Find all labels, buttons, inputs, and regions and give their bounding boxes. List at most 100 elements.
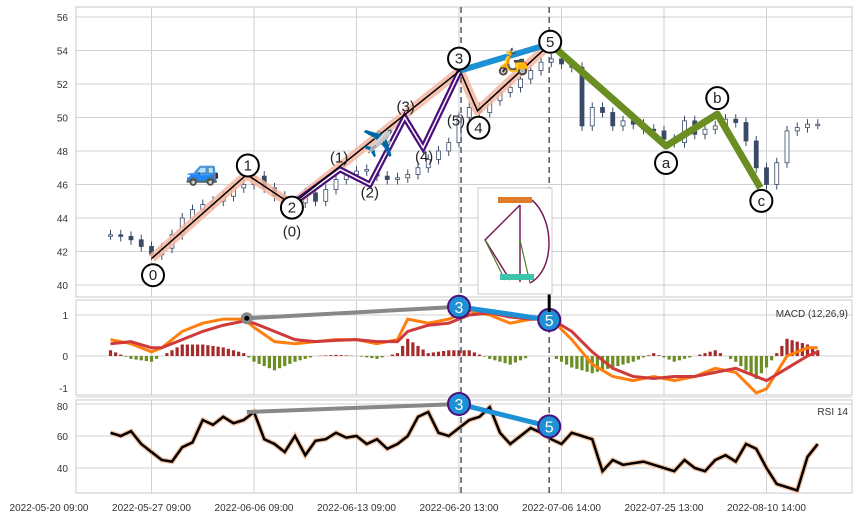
macd-histogram-bar [242, 353, 246, 356]
macd-histogram-bar [754, 356, 758, 379]
macd-histogram-bar [303, 356, 307, 359]
macd-histogram-bar [170, 350, 174, 356]
macd-histogram-bar [472, 352, 476, 356]
macd-histogram-bar [416, 345, 420, 356]
rsi-divergence-gray-line [246, 402, 460, 414]
rsi-label: RSI 14 [817, 407, 848, 418]
macd-histogram-bar [483, 356, 487, 357]
impulse-wave-line [151, 43, 551, 259]
main-ytick-label: 54 [57, 47, 69, 58]
macd-histogram-bar [124, 356, 128, 357]
macd-histogram-bar [559, 356, 564, 362]
macd-histogram-bar [647, 355, 651, 356]
candle-body [436, 150, 441, 160]
macd-histogram-bar [436, 351, 441, 356]
macd-histogram-bar [226, 348, 230, 356]
macd-histogram-bar [442, 350, 446, 356]
macd-histogram-bar [426, 353, 430, 356]
macd-histogram-bar [211, 345, 215, 356]
candle-body [395, 177, 400, 180]
macd-histogram-bar [575, 356, 579, 369]
x-tick-label: 2022-05-20 09:00 [10, 503, 89, 514]
macd-histogram-bar [785, 338, 789, 356]
macd-histogram-bar [524, 356, 528, 359]
macd-histogram-bar [805, 344, 810, 356]
macd-histogram-bar [411, 342, 415, 356]
macd-histogram-bar [267, 356, 271, 369]
wave-label: 0 [149, 267, 157, 284]
macd-divergence-circle [447, 294, 471, 319]
macd-histogram-bar [201, 344, 205, 356]
candle-body [600, 107, 605, 113]
sub-wave-label: (4) [415, 149, 433, 166]
rsi-divergence-label: 5 [545, 419, 554, 436]
macd-histogram-bar [457, 350, 461, 356]
macd-histogram-bar [344, 355, 348, 356]
macd-histogram-bar [114, 352, 118, 356]
macd-histogram-bar [641, 356, 646, 358]
rollercoaster-inset-icon [477, 187, 553, 295]
candle-body [702, 128, 708, 135]
wave-label: 1 [244, 157, 252, 174]
macd-ytick-label: 0 [62, 352, 68, 363]
macd-histogram-bar [621, 356, 625, 365]
macd-histogram-bar [749, 356, 753, 375]
macd-histogram-bar [739, 356, 743, 367]
macd-histogram-bar [631, 356, 635, 362]
macd-histogram-bar [370, 356, 374, 359]
macd-histogram-bar [498, 356, 502, 362]
scooter-icon: 🛵 [497, 46, 529, 77]
macd-divergence-gray-line [246, 304, 460, 321]
macd-histogram-bar [518, 356, 523, 361]
wave-label: 3 [455, 51, 463, 68]
wave-label: 5 [546, 34, 554, 51]
candle-body [446, 142, 452, 152]
macd-histogram-bar [636, 356, 640, 360]
correction-label-circle [749, 188, 774, 213]
rsi-ytick-label: 80 [57, 402, 69, 413]
candle-body [323, 189, 329, 202]
macd-histogram-bar [764, 356, 769, 368]
macd-histogram-bar [175, 347, 179, 356]
macd-histogram-bar [395, 353, 400, 356]
candle-body [733, 118, 739, 123]
macd-histogram-bar [247, 356, 251, 358]
x-tick-label: 2022-08-10 14:00 [727, 503, 806, 514]
candle-body [753, 140, 759, 169]
macd-histogram-bar [662, 356, 666, 358]
macd-histogram-bar [119, 354, 123, 356]
macd-histogram-bar [308, 356, 312, 358]
macd-histogram-bar [462, 350, 466, 356]
candle-body [364, 169, 370, 172]
x-tick-label: 2022-06-13 09:00 [317, 503, 396, 514]
macd-histogram-bar [718, 353, 722, 356]
macd-histogram-bar [672, 356, 676, 362]
macd-histogram-bar [165, 353, 169, 356]
candle-body [313, 192, 318, 202]
macd-histogram-bar [206, 345, 210, 356]
main-ytick-label: 56 [57, 13, 69, 24]
macd-histogram-bar [467, 350, 471, 356]
wave-label-circle [466, 115, 491, 140]
rsi-glow [109, 402, 820, 494]
candle-body [507, 86, 513, 93]
main-ytick-label: 42 [57, 248, 69, 259]
candle-body [128, 236, 134, 241]
macd-histogram-bar [565, 356, 569, 365]
macd-histogram-bar [682, 356, 687, 359]
macd-divergence-blue-line [458, 304, 550, 323]
macd-histogram-bar [272, 356, 277, 371]
candle-body [559, 58, 564, 65]
wave-label-circle [538, 29, 563, 54]
x-tick-label: 2022-07-25 13:00 [625, 503, 704, 514]
airplane-icon: ✈️ [362, 127, 394, 158]
macd-histogram-bar [190, 344, 195, 356]
macd-histogram-bar [580, 356, 584, 371]
correction-label-circle [654, 150, 679, 175]
candle-body [589, 107, 595, 127]
macd-histogram-bar [729, 356, 733, 359]
macd-histogram-bar [616, 356, 620, 367]
macd-histogram-bar [129, 356, 133, 359]
macd-histogram-bar [775, 353, 779, 356]
